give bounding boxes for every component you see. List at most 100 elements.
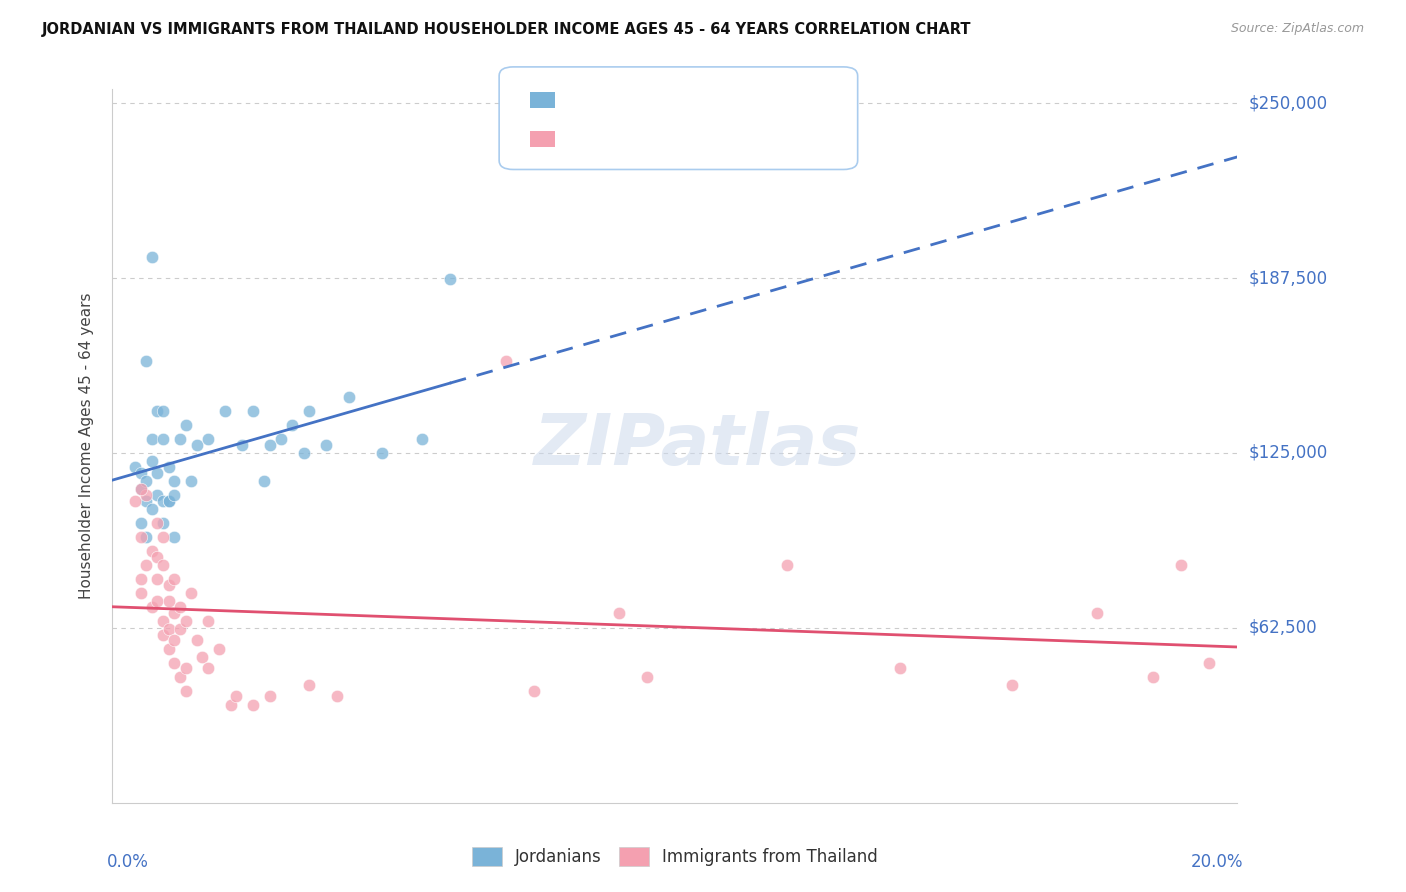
Point — [146, 404, 169, 418]
Point — [169, 599, 191, 614]
Point — [163, 656, 186, 670]
Text: 0.0%: 0.0% — [107, 853, 149, 871]
Point — [157, 460, 180, 475]
Point — [371, 446, 394, 460]
Point — [326, 690, 349, 704]
Point — [163, 530, 186, 544]
Point — [152, 558, 174, 572]
Text: ZIPatlas: ZIPatlas — [534, 411, 860, 481]
Point — [186, 437, 208, 451]
Point — [180, 586, 202, 600]
Point — [157, 622, 180, 636]
Point — [152, 404, 174, 418]
Point — [169, 432, 191, 446]
Point — [281, 417, 304, 432]
Point — [253, 474, 276, 488]
Point — [129, 516, 152, 530]
Legend: Jordanians, Immigrants from Thailand: Jordanians, Immigrants from Thailand — [465, 840, 884, 873]
Point — [174, 614, 197, 628]
Point — [1142, 670, 1164, 684]
Point — [135, 530, 157, 544]
Point — [315, 437, 337, 451]
Point — [1170, 558, 1192, 572]
Point — [225, 690, 247, 704]
Point — [141, 250, 163, 264]
Point — [163, 633, 186, 648]
Point — [129, 483, 152, 497]
Point — [135, 353, 157, 368]
Point — [157, 641, 180, 656]
Point — [163, 606, 186, 620]
Point — [259, 437, 281, 451]
Point — [270, 432, 292, 446]
Point — [152, 530, 174, 544]
Text: $187,500: $187,500 — [1249, 269, 1327, 287]
Point — [157, 493, 180, 508]
Point — [129, 483, 152, 497]
Point — [152, 516, 174, 530]
Point — [1001, 678, 1024, 692]
Point — [197, 432, 219, 446]
Point — [242, 404, 264, 418]
Text: JORDANIAN VS IMMIGRANTS FROM THAILAND HOUSEHOLDER INCOME AGES 45 - 64 YEARS CORR: JORDANIAN VS IMMIGRANTS FROM THAILAND HO… — [42, 22, 972, 37]
Text: R = 0.049  N = 44: R = 0.049 N = 44 — [567, 91, 731, 109]
Point — [298, 678, 321, 692]
Text: Source: ZipAtlas.com: Source: ZipAtlas.com — [1230, 22, 1364, 36]
Point — [776, 558, 799, 572]
Point — [146, 516, 169, 530]
Text: $62,500: $62,500 — [1249, 619, 1317, 637]
Point — [191, 650, 214, 665]
Point — [439, 272, 461, 286]
Point — [146, 594, 169, 608]
Point — [141, 599, 163, 614]
Point — [129, 586, 152, 600]
Text: R = -0.199  N = 54: R = -0.199 N = 54 — [567, 130, 738, 148]
Point — [180, 474, 202, 488]
Point — [135, 488, 157, 502]
Point — [152, 628, 174, 642]
Point — [197, 614, 219, 628]
Point — [197, 661, 219, 675]
Point — [411, 432, 433, 446]
Point — [124, 493, 146, 508]
Point — [636, 670, 658, 684]
Point — [152, 432, 174, 446]
Point — [129, 466, 152, 480]
Point — [219, 698, 242, 712]
Point — [259, 690, 281, 704]
Point — [129, 572, 152, 586]
Point — [169, 670, 191, 684]
Point — [214, 404, 236, 418]
Y-axis label: Householder Income Ages 45 - 64 years: Householder Income Ages 45 - 64 years — [79, 293, 94, 599]
Point — [231, 437, 253, 451]
Point — [186, 633, 208, 648]
Point — [135, 558, 157, 572]
Point — [152, 614, 174, 628]
Text: 20.0%: 20.0% — [1191, 853, 1243, 871]
Point — [208, 641, 231, 656]
Point — [163, 474, 186, 488]
Point — [292, 446, 315, 460]
Point — [174, 417, 197, 432]
Point — [523, 684, 546, 698]
Point — [242, 698, 264, 712]
Point — [157, 577, 180, 591]
Point — [495, 353, 517, 368]
Point — [129, 530, 152, 544]
Point — [141, 432, 163, 446]
Point — [1085, 606, 1108, 620]
Point — [337, 390, 360, 404]
Point — [163, 572, 186, 586]
Point — [146, 488, 169, 502]
Point — [607, 606, 630, 620]
Point — [169, 622, 191, 636]
Point — [124, 460, 146, 475]
Point — [152, 493, 174, 508]
Point — [163, 488, 186, 502]
Point — [135, 474, 157, 488]
Point — [157, 493, 180, 508]
Point — [146, 549, 169, 564]
Point — [135, 493, 157, 508]
Text: $125,000: $125,000 — [1249, 444, 1327, 462]
Point — [174, 684, 197, 698]
